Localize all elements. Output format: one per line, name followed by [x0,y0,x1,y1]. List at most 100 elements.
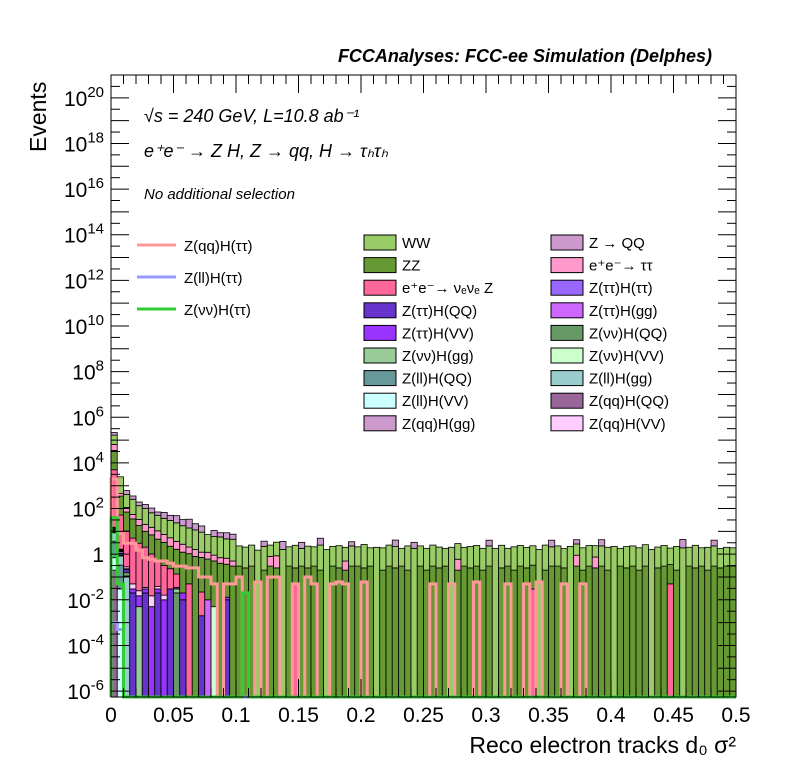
histogram-bar [374,547,380,697]
legend-color-swatch [364,258,396,273]
x-tick-label: 0.3 [471,704,500,727]
histogram-bar [274,542,280,556]
histogram-bar [130,496,136,499]
legend-label: Z(νν)H(gg) [402,348,474,365]
legend-color-swatch [551,371,583,386]
histogram-bar [342,561,348,570]
histogram-bar [167,538,173,546]
histogram-bar [311,547,317,566]
histogram-bar [299,548,305,566]
histogram-bar [192,530,198,550]
histogram-bar [486,566,492,697]
histogram-bar [561,549,567,568]
histogram-bar [667,584,673,697]
histogram-bar [617,566,623,697]
histogram-bar [217,558,223,564]
histogram-bar [705,547,711,570]
histogram-bar [617,548,623,566]
histogram-bar [505,548,511,566]
histogram-bar [211,555,217,561]
x-tick-label: 0 [105,704,117,727]
legend-color-swatch [551,416,583,431]
legend-label: e⁺e⁻→ ττ [589,258,653,275]
histogram-bar [330,546,336,566]
x-tick-label: 0.05 [153,704,194,727]
histogram-bar [574,555,580,566]
histogram-bar [486,540,492,546]
histogram-bar [136,502,142,506]
x-tick-label: 0.25 [403,704,444,727]
histogram-bar [180,520,186,526]
y-tick-label: 10-4 [67,631,104,658]
annotation-process: e⁺e⁻ → Z H, Z → qq, H → τₕτₕ [144,141,389,161]
histogram-bar [130,589,136,593]
histogram-bar [361,545,367,568]
histogram-bar [174,574,180,587]
y-tick-label: 10-6 [67,677,104,704]
histogram-bar [192,524,198,530]
legend-label: Z(ττ)H(ττ) [589,280,653,297]
histogram-bar [149,607,155,697]
histogram-bar [217,533,223,537]
histogram-bar [136,520,142,526]
legend-label: Z(ll)H(QQ) [402,371,472,388]
histogram-bar [711,566,717,697]
annotation-energy-lumi: √s = 240 GeV, L=10.8 ab⁻¹ [144,106,359,126]
histogram-bar [699,566,705,697]
histogram-bar [542,545,548,570]
legend-label: Z(qq)H(ττ) [184,238,253,255]
histogram-bar [636,548,642,570]
legend-color-swatch [551,303,583,318]
x-tick-label: 0.35 [528,704,569,727]
histogram-bar [167,589,173,697]
histogram-bar [586,545,592,566]
histogram-bar [649,550,655,697]
histogram-bar [630,546,636,566]
histogram-bar [274,556,280,568]
histogram-bar [155,531,161,539]
histogram-bar [705,570,711,697]
histogram-bar [174,523,180,542]
histogram-bar [236,546,242,566]
histogram-bar [417,546,423,566]
histogram-bar [692,568,698,697]
histogram-bar [599,540,605,546]
histogram-bar [249,545,255,566]
histogram-bar [167,520,173,537]
histogram-bar [130,499,136,514]
y-tick-label: 1020 [64,84,104,111]
x-tick-label: 0.1 [221,704,250,727]
legend-label: Z(νν)H(VV) [589,348,664,365]
histogram-bar [130,584,136,589]
histogram-bar [686,547,692,566]
histogram-bar [711,540,717,546]
histogram-bar [711,546,717,566]
histogram-bar [230,561,236,566]
histogram-bar [680,548,686,697]
histogram-bar [461,566,467,697]
histogram-bar [155,589,161,593]
histogram-bar [655,568,661,697]
histogram-bar [599,546,605,566]
histogram-bar [624,547,630,568]
histogram-bar [111,432,117,435]
histogram-bar [574,540,580,544]
histogram-bar [605,547,611,570]
histogram-bar [580,548,586,570]
histogram-bar [161,534,167,542]
histogram-bar [480,548,486,570]
legend-label: WW [402,235,431,252]
histogram-bar [230,539,236,561]
histogram-bar [549,566,555,697]
histogram-bar [349,546,355,566]
legend-color-swatch [551,348,583,363]
histogram-bar [174,589,180,593]
histogram-bar [717,549,723,568]
histogram-bar [380,548,386,570]
histogram-bar [667,548,673,564]
histogram-bar [174,516,180,523]
histogram-bar [474,545,480,566]
histogram-bar [692,545,698,568]
